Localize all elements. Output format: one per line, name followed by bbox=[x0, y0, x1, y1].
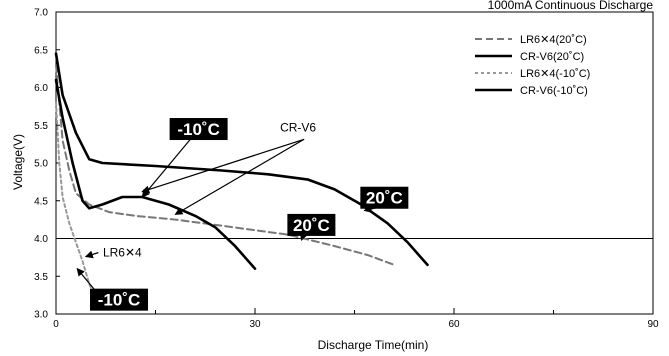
series-line bbox=[54, 52, 429, 267]
legend: LR6✕4(20˚C) CR-V6(20˚C) LR6✕4(-10˚C) CR-V6(… bbox=[475, 34, 590, 97]
annotation-tag-label: 20˚C bbox=[366, 189, 403, 208]
annotation-tag-box bbox=[169, 118, 228, 141]
chart-title: 1000mA Continuous Discharge bbox=[488, 0, 654, 12]
legend-label: CR-V6(-10˚C) bbox=[520, 85, 588, 97]
annotation-tag-label: -10˚C bbox=[177, 120, 220, 139]
annotation-tag-label: 20˚C bbox=[293, 216, 330, 235]
x-tick-label: 30 bbox=[249, 319, 261, 330]
x-tick-label: 0 bbox=[53, 319, 59, 330]
x-axis: 0 30 60 90 bbox=[53, 308, 659, 330]
y-tick-label: 6.5 bbox=[34, 45, 48, 56]
x-tick-label: 60 bbox=[448, 319, 460, 330]
y-tick-label: 3.5 bbox=[34, 272, 48, 283]
legend-label: LR6✕4(-10˚C) bbox=[520, 68, 590, 80]
y-tick-label: 6.0 bbox=[34, 83, 48, 94]
y-tick-label: 5.5 bbox=[34, 121, 48, 132]
x-tick-label: 90 bbox=[647, 319, 659, 330]
annotation-arrow bbox=[141, 138, 305, 194]
legend-label: LR6✕4(20˚C) bbox=[520, 34, 587, 46]
series-group bbox=[54, 52, 429, 300]
annotation-tag-box bbox=[90, 288, 149, 311]
y-tick-label: 5.0 bbox=[34, 159, 48, 170]
annotation-tag-box bbox=[360, 186, 409, 209]
y-tick-label: 3.0 bbox=[34, 310, 48, 321]
x-axis-title: Discharge Time(min) bbox=[318, 338, 429, 352]
y-axis-title: Voltage(V) bbox=[11, 134, 25, 190]
gridlines bbox=[155, 310, 554, 314]
y-tick-label: 4.5 bbox=[34, 196, 48, 207]
annotations: -10˚C 20˚C 20˚C -10˚C CR-V6 LR6✕4 bbox=[76, 118, 409, 311]
series-line bbox=[55, 101, 97, 300]
series-line bbox=[55, 63, 396, 266]
y-tick-label: 7.0 bbox=[34, 8, 48, 19]
annotation-arrow bbox=[141, 138, 192, 198]
annotation-label: LR6✕4 bbox=[103, 246, 142, 260]
annotation-arrow bbox=[174, 138, 305, 215]
annotation-label: CR-V6 bbox=[280, 120, 316, 134]
series-line bbox=[54, 78, 257, 271]
y-tick-label: 4.0 bbox=[34, 234, 48, 245]
annotation-tag-box bbox=[287, 213, 336, 236]
legend-label: CR-V6(20˚C) bbox=[520, 51, 584, 63]
annotation-tag-label: -10˚C bbox=[98, 291, 141, 310]
annotation-arrow bbox=[84, 250, 99, 259]
